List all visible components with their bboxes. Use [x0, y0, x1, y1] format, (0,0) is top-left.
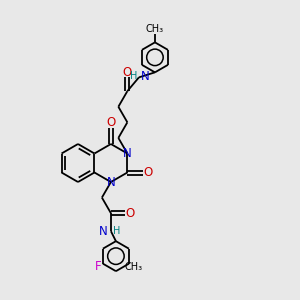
- Text: N: N: [141, 70, 150, 83]
- Text: N: N: [123, 147, 132, 160]
- Text: N: N: [99, 225, 108, 238]
- Text: O: O: [144, 166, 153, 179]
- Text: F: F: [94, 260, 101, 273]
- Text: H: H: [113, 226, 120, 236]
- Text: H: H: [130, 71, 137, 81]
- Text: O: O: [125, 207, 134, 220]
- Text: N: N: [106, 176, 115, 188]
- Text: CH₃: CH₃: [125, 262, 143, 272]
- Text: O: O: [106, 116, 116, 130]
- Text: O: O: [123, 66, 132, 79]
- Text: CH₃: CH₃: [146, 24, 164, 34]
